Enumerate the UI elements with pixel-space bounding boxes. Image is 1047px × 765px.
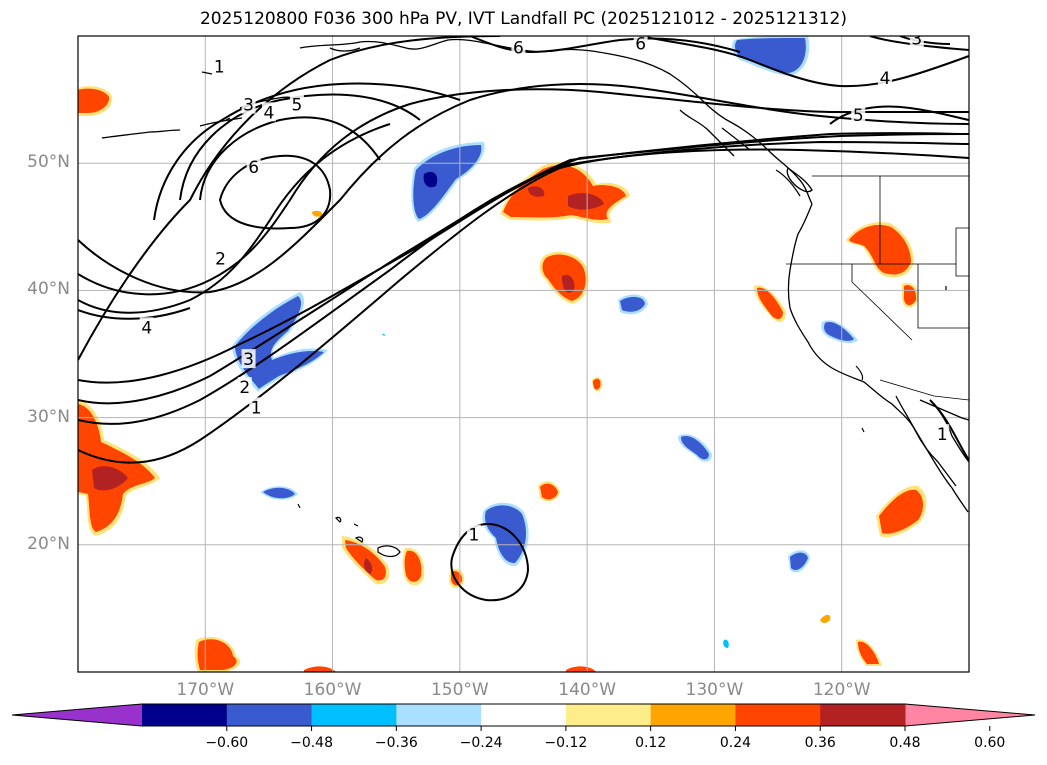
longitude-label: 170°W: [176, 680, 235, 700]
colorbar-tick-label: 0.60: [974, 735, 1006, 751]
colorbar-segment: [481, 704, 567, 726]
pv-contour-label: 4: [141, 318, 152, 338]
ivt-anomaly-fields: [78, 36, 927, 672]
pv-contour-label: 6: [513, 38, 524, 58]
pv-contour-label: 3: [243, 96, 254, 116]
latitude-label: 50°N: [27, 152, 70, 173]
pv-label-background: [246, 157, 261, 177]
colorbar-segment: [820, 704, 906, 726]
pv-contour-label: 5: [292, 96, 303, 116]
coastlines: [101, 38, 969, 513]
pv-label-background: [909, 36, 924, 48]
pv-label-background: [241, 94, 256, 114]
pv-contour-label: 4: [264, 103, 275, 123]
longitude-label: 120°W: [812, 680, 871, 700]
pv-label-background: [241, 349, 256, 369]
pv-contour-label: 3: [911, 30, 922, 50]
pv-contour-label: 6: [248, 158, 259, 178]
latitude-label: 20°N: [27, 533, 70, 554]
longitude-label: 140°W: [558, 680, 617, 700]
longitude-label: 130°W: [685, 680, 744, 700]
colorbar-segment: [142, 704, 228, 726]
pv-label-background: [633, 36, 648, 53]
pv-contour-label: 1: [214, 58, 225, 78]
political-borders: [786, 175, 969, 401]
pv-contour-label: 1: [937, 425, 948, 445]
pv-contour-label: 1: [251, 398, 262, 418]
map-gridlines: [78, 36, 969, 672]
pv-contour-label: 2: [215, 250, 226, 270]
colorbar: [11, 703, 1036, 731]
colorbar-extend-low: [12, 704, 142, 726]
colorbar-segment: [735, 704, 821, 726]
colorbar-tick-label: −0.12: [544, 735, 588, 751]
longitude-label: 160°W: [303, 680, 362, 700]
colorbar-tick-label: −0.60: [205, 735, 249, 751]
pv-label-background: [935, 424, 950, 444]
pv-contour-label: 3: [243, 350, 254, 370]
colorbar-tick-label: −0.24: [459, 735, 503, 751]
colorbar-extend-high: [905, 704, 1035, 726]
pv-contour-label: 5: [853, 106, 864, 126]
colorbar-tick-label: 0.36: [804, 735, 836, 751]
longitude-label: 150°W: [430, 680, 489, 700]
latitude-label: 30°N: [27, 406, 70, 427]
pv-contour-label: 2: [239, 378, 250, 398]
pv-contour-label: 1: [468, 526, 479, 546]
map-frame: [77, 35, 970, 673]
pv-contours: [78, 36, 969, 602]
pv-label-background: [212, 56, 227, 76]
islands: [201, 71, 947, 558]
colorbar-tick-label: −0.48: [290, 735, 333, 751]
pv-label-background: [249, 397, 264, 417]
pv-label-background: [237, 377, 252, 397]
latitude-label: 40°N: [27, 279, 70, 300]
colorbar-segment: [396, 704, 482, 726]
pv-label-background: [261, 102, 276, 122]
pv-label-background: [877, 67, 892, 87]
colorbar-segment: [226, 704, 313, 726]
pv-label-background: [289, 94, 304, 114]
pv-label-background: [139, 317, 154, 337]
map-title: 2025120800 F036 300 hPa PV, IVT Landfall…: [199, 9, 847, 29]
colorbar-segment: [650, 704, 736, 726]
colorbar-tick-label: 0.12: [635, 735, 667, 751]
pv-label-background: [851, 104, 866, 124]
colorbar-tick-label: 0.24: [719, 735, 752, 751]
colorbar-segment: [311, 704, 397, 726]
colorbar-tick-label: 0.48: [889, 735, 921, 751]
pv-contour-label: 6: [635, 35, 646, 55]
pv-contour-label: 4: [880, 69, 891, 89]
pv-label-background: [511, 37, 526, 57]
colorbar-segment: [565, 704, 652, 726]
pv-label-background: [213, 248, 228, 268]
colorbar-outline: [11, 703, 1036, 727]
pv-label-background: [466, 524, 481, 544]
colorbar-tick-label: −0.36: [374, 735, 418, 751]
